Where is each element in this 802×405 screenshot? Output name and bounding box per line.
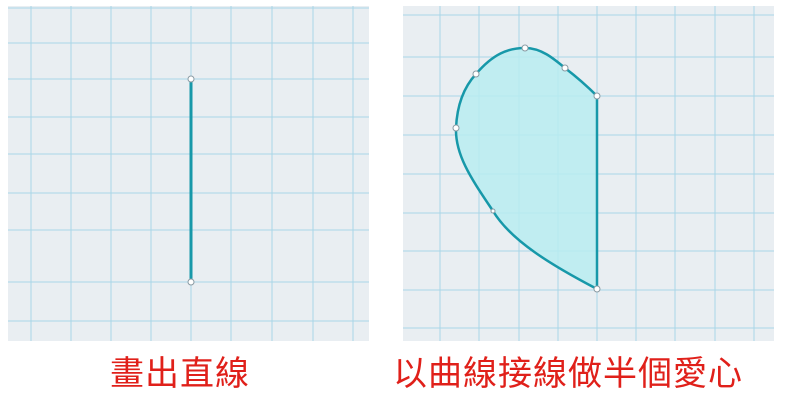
grid-left [8, 6, 369, 341]
canvas-left-svg [8, 6, 369, 341]
circle-handle-icon[interactable] [472, 70, 480, 78]
circle-handle-icon[interactable] [593, 285, 601, 293]
canvas-straight-line[interactable] [8, 6, 369, 341]
caption-draw-straight-line: 畫出直線 [110, 354, 250, 394]
caption-half-heart: 以曲線接線做半個愛心 [393, 354, 743, 394]
circle-handle-icon[interactable] [521, 44, 529, 52]
half-heart-shape[interactable] [454, 46, 599, 291]
circle-handle-icon[interactable] [187, 75, 195, 83]
circle-handle-icon[interactable] [561, 64, 569, 72]
circle-handle-icon[interactable] [490, 208, 496, 214]
circle-handle-icon[interactable] [187, 278, 195, 286]
circle-handle-icon[interactable] [593, 92, 601, 100]
canvas-right-svg [403, 6, 774, 341]
canvas-half-heart[interactable] [403, 6, 774, 341]
circle-handle-icon[interactable] [452, 124, 460, 132]
